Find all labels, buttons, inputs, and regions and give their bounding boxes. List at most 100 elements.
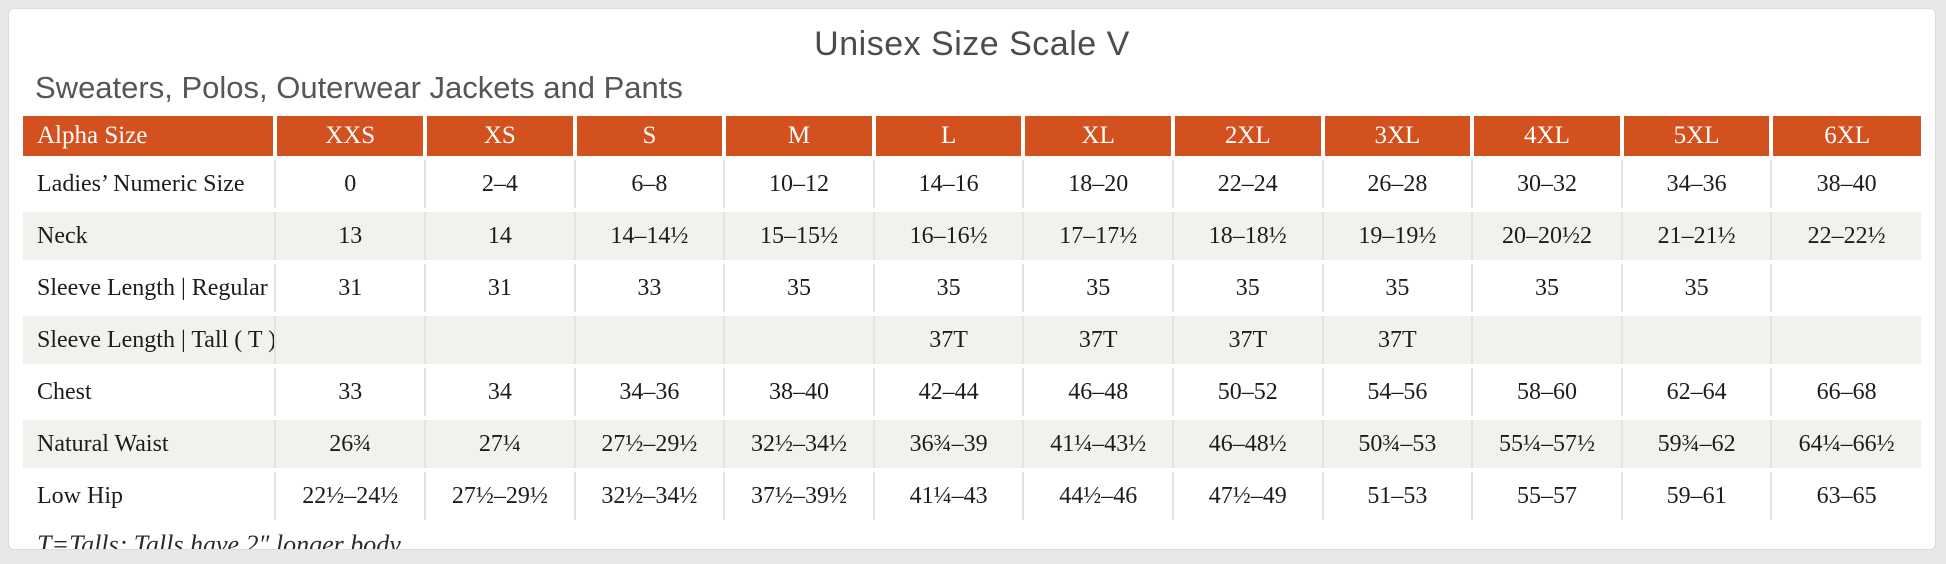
- size-cell: 14–16: [872, 156, 1024, 210]
- size-cell: 19–19½: [1321, 208, 1473, 262]
- column-header: 5XL: [1619, 116, 1772, 158]
- table-row: Natural Waist 26¾ 27¼ 27½–29½ 32½–34½ 36¾–39 4…: [23, 416, 1921, 470]
- column-header: 4XL: [1470, 116, 1622, 158]
- column-header: M: [722, 116, 874, 158]
- column-header: L: [871, 116, 1024, 158]
- column-header: XXS: [273, 116, 426, 158]
- size-cell: 51–53: [1321, 468, 1473, 520]
- size-cell: 20–20½2: [1471, 208, 1622, 262]
- row-label: Chest: [23, 364, 276, 418]
- size-cell: 26–28: [1321, 156, 1473, 210]
- size-cell: 18–18½: [1171, 208, 1323, 262]
- size-cell: 36¾–39: [872, 416, 1024, 470]
- size-cell: 37T: [872, 312, 1024, 366]
- size-cell: [1620, 312, 1772, 366]
- size-cell: 32½–34½: [723, 416, 874, 470]
- size-cell: 0: [274, 156, 426, 210]
- size-cell: 30–32: [1471, 156, 1622, 210]
- size-cell: 63–65: [1770, 468, 1921, 520]
- size-cell: 35: [872, 260, 1024, 314]
- table-row: Low Hip 22½–24½ 27½–29½ 32½–34½ 37½–39½ 41¼–4…: [23, 468, 1921, 520]
- size-cell: 38–40: [1770, 156, 1921, 210]
- size-cell: 35: [1321, 260, 1473, 314]
- size-cell: 21–21½: [1620, 208, 1772, 262]
- footnote: T=Talls; Talls have 2″ longer body.: [37, 530, 406, 550]
- column-header: XL: [1021, 116, 1173, 158]
- size-cell: [1471, 312, 1622, 366]
- size-cell: 37T: [1321, 312, 1473, 366]
- size-cell: 35: [723, 260, 874, 314]
- size-cell: 18–20: [1022, 156, 1173, 210]
- size-cell: [1770, 260, 1921, 314]
- size-cell: 10–12: [723, 156, 874, 210]
- row-label: Natural Waist: [23, 416, 276, 470]
- size-table-body: Ladies’ Numeric Size 0 2–4 6–8 10–12 14–16 18–…: [23, 156, 1921, 520]
- size-cell: 66–68: [1770, 364, 1921, 418]
- size-cell: 62–64: [1620, 364, 1772, 418]
- size-cell: 44½–46: [1022, 468, 1173, 520]
- column-header: 6XL: [1769, 116, 1921, 158]
- size-cell: 34–36: [1620, 156, 1772, 210]
- size-cell: 35: [1022, 260, 1173, 314]
- size-cell: [274, 312, 426, 366]
- table-row: Sleeve Length | Tall ( T ) 37T 37T 37T 37T: [23, 312, 1921, 366]
- size-cell: 22–24: [1171, 156, 1323, 210]
- column-header: XS: [423, 116, 575, 158]
- size-cell: 50¾–53: [1321, 416, 1473, 470]
- page-title: Unisex Size Scale V: [814, 25, 1130, 63]
- row-label: Sleeve Length | Regular ( R ): [23, 260, 276, 314]
- table-row: Sleeve Length | Regular ( R )31313335353…: [23, 260, 1921, 314]
- size-cell: 46–48: [1022, 364, 1173, 418]
- size-cell: 6–8: [573, 156, 725, 210]
- row-label: Sleeve Length | Tall ( T ): [23, 312, 276, 366]
- size-cell: 34–36: [573, 364, 725, 418]
- size-cell: 47½–49: [1171, 468, 1323, 520]
- size-cell: 27¼: [424, 416, 575, 470]
- row-label: Neck: [23, 208, 276, 262]
- size-cell: 34: [424, 364, 575, 418]
- size-cell: 31: [274, 260, 426, 314]
- size-cell: 16–16½: [872, 208, 1024, 262]
- size-cell: 54–56: [1321, 364, 1473, 418]
- size-cell: 37T: [1022, 312, 1173, 366]
- size-cell: 42–44: [872, 364, 1024, 418]
- size-cell: 22–22½: [1770, 208, 1921, 262]
- size-cell: 31: [424, 260, 575, 314]
- size-cell: 41¼–43: [872, 468, 1024, 520]
- size-cell: 35: [1620, 260, 1772, 314]
- alpha-size-header: Alpha Size: [23, 116, 276, 158]
- row-label: Ladies’ Numeric Size: [23, 156, 276, 210]
- size-cell: 55–57: [1471, 468, 1622, 520]
- page-subtitle: Sweaters, Polos, Outerwear Jackets and P…: [35, 70, 683, 105]
- size-cell: 59¾–62: [1620, 416, 1772, 470]
- size-cell: 59–61: [1620, 468, 1772, 520]
- size-cell: 55¼–57½: [1471, 416, 1622, 470]
- header-row: Alpha Size XXS XS S M L XL 2XL 3XL 4XL 5XL 6XL: [23, 116, 1921, 158]
- size-cell: 37T: [1171, 312, 1323, 366]
- size-cell: [723, 312, 874, 366]
- size-cell: [1770, 312, 1921, 366]
- size-cell: 35: [1171, 260, 1323, 314]
- column-header: 2XL: [1170, 116, 1323, 158]
- column-header: 3XL: [1320, 116, 1473, 158]
- size-cell: 33: [274, 364, 426, 418]
- size-cell: 14–14½: [573, 208, 725, 262]
- size-cell: 41¼–43½: [1022, 416, 1173, 470]
- size-cell: 27½–29½: [573, 416, 725, 470]
- table-row: Chest 33 34 34–36 38–40 42–44 46–48 50–52 54–56 5…: [23, 364, 1921, 418]
- size-cell: 37½–39½: [723, 468, 874, 520]
- size-cell: 22½–24½: [274, 468, 426, 520]
- size-cell: 35: [1471, 260, 1622, 314]
- size-cell: 26¾: [274, 416, 426, 470]
- size-cell: 14: [424, 208, 575, 262]
- size-table: Alpha Size XXS XS S M L XL 2XL 3XL 4XL 5XL 6XL Lad…: [23, 116, 1921, 520]
- size-cell: 13: [274, 208, 426, 262]
- size-cell: [573, 312, 725, 366]
- row-label: Low Hip: [23, 468, 276, 520]
- size-cell: 58–60: [1471, 364, 1622, 418]
- size-cell: 27½–29½: [424, 468, 575, 520]
- size-cell: 32½–34½: [573, 468, 725, 520]
- table-row: Neck 13 14 14–14½ 15–15½ 16–16½ 17–17½ 18–18½ 19…: [23, 208, 1921, 262]
- size-cell: [424, 312, 575, 366]
- size-cell: 15–15½: [723, 208, 874, 262]
